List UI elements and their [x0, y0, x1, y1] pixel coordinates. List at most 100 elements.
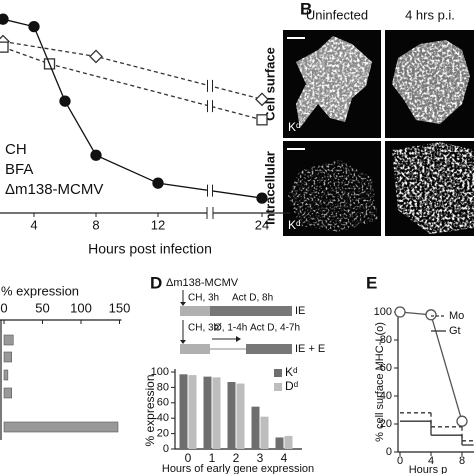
bar	[3, 421, 119, 433]
legend-label: Δm138-MCMV	[5, 181, 103, 198]
stain-label: Kᵈ	[288, 218, 301, 232]
step-label: Act D, 4-7h	[250, 323, 300, 334]
legend-label: Mo	[449, 310, 464, 322]
bar	[203, 376, 212, 449]
y-axis-label: % expression	[143, 374, 157, 446]
legend-label: Gt	[449, 325, 461, 337]
marker	[256, 192, 268, 204]
marker	[394, 306, 406, 318]
marker	[256, 114, 268, 126]
panel-letter: D	[150, 273, 162, 292]
x-tick-label: 150	[109, 300, 131, 315]
column-label: Uninfected	[306, 7, 368, 22]
marker	[28, 20, 40, 33]
panel-letter: E	[366, 273, 377, 292]
x-tick-label: 50	[35, 300, 49, 315]
stain-label: Kᵈ	[288, 120, 301, 134]
y-tick-label: 80	[157, 381, 169, 393]
y-tick-label: 60	[157, 397, 169, 409]
x-tick-label: 4	[281, 451, 288, 465]
y-tick-label: 60	[380, 362, 392, 374]
result-label: IE	[295, 305, 305, 317]
legend-label: BFA	[5, 161, 33, 178]
y-tick-label: 40	[380, 390, 392, 402]
x-tick-label: 100	[70, 300, 92, 315]
series-line	[2, 40, 263, 100]
treatment-bar	[210, 306, 292, 316]
treatment-bar	[180, 344, 210, 354]
x-axis-label: Hours p	[409, 464, 448, 474]
arrow-head	[180, 340, 186, 344]
x-tick-label: 0	[0, 300, 7, 315]
y-tick-label: 40	[157, 412, 169, 424]
step-label: Ø, 1-4h	[214, 323, 247, 334]
bar	[251, 406, 260, 449]
x-axis-label: % expression	[1, 283, 79, 298]
cell	[392, 40, 470, 124]
bar	[188, 375, 197, 449]
legend-swatch	[274, 369, 282, 377]
line-break	[207, 100, 213, 113]
bar	[284, 435, 293, 449]
marker	[425, 309, 437, 321]
x-tick-label: 8	[459, 455, 465, 467]
marker	[0, 13, 9, 25]
legend-label: Dᵈ	[285, 379, 299, 393]
x-tick-label: 24	[255, 217, 269, 232]
chart-title: Δm138-MCMV	[166, 277, 239, 289]
treatment-bar	[180, 306, 210, 316]
y-tick-label: 0	[163, 443, 169, 455]
arrow-head	[180, 302, 186, 306]
y-tick-label: 80	[380, 334, 392, 346]
column-label: 4 hrs p.i.	[405, 7, 455, 22]
y-tick-label: 100	[374, 306, 392, 318]
legend-label: CH	[5, 141, 27, 158]
result-label: IE + E	[295, 343, 325, 355]
x-tick-label: 0	[397, 455, 403, 467]
y-tick-label: 100	[151, 366, 169, 378]
legend-swatch	[274, 383, 282, 391]
x-tick-label: 4	[30, 217, 37, 232]
bar	[3, 334, 14, 346]
bar	[227, 382, 236, 449]
series-line	[2, 46, 263, 121]
line-break	[207, 79, 213, 92]
step-label: CH, 3h	[188, 293, 219, 304]
line-break	[207, 184, 213, 197]
micrograph-panel: B Uninfected 4 hrs p.i. Cell surface Int…	[262, 0, 474, 236]
marker	[255, 92, 269, 107]
row-label: Intracellular	[262, 151, 277, 225]
x-axis-label: Hours of early gene expression	[162, 463, 314, 474]
marker	[0, 41, 9, 53]
axis-break	[207, 207, 213, 219]
marker	[89, 49, 103, 64]
series-line	[2, 18, 263, 199]
x-tick-label: 8	[92, 217, 99, 232]
marker	[59, 95, 71, 107]
step-label: Act D, 8h	[232, 293, 273, 304]
y-tick-label: 20	[157, 428, 169, 440]
x-tick-label: 4	[428, 455, 434, 467]
x-tick-label: 3	[257, 451, 264, 465]
bar	[212, 377, 221, 449]
y-tick-label: 0	[386, 446, 392, 458]
x-tick-label: 2	[233, 451, 240, 465]
bar	[3, 369, 9, 381]
bar	[3, 351, 12, 363]
bar	[179, 374, 188, 449]
marker	[456, 415, 468, 427]
bar	[260, 416, 269, 449]
step-label: CH, 3h	[188, 323, 219, 334]
x-tick-label: 1	[209, 451, 216, 465]
y-axis-label: % cell surface MHC-I (o)	[374, 322, 386, 442]
treatment-bar	[246, 344, 292, 354]
bar	[236, 383, 245, 449]
x-tick-label: 0	[185, 451, 192, 465]
arrow-head	[236, 336, 241, 342]
legend-label: Kᵈ	[285, 365, 298, 379]
marker	[90, 149, 102, 161]
marker	[152, 177, 164, 189]
x-tick-label: 12	[151, 217, 165, 232]
row-label: Cell surface	[262, 47, 277, 121]
